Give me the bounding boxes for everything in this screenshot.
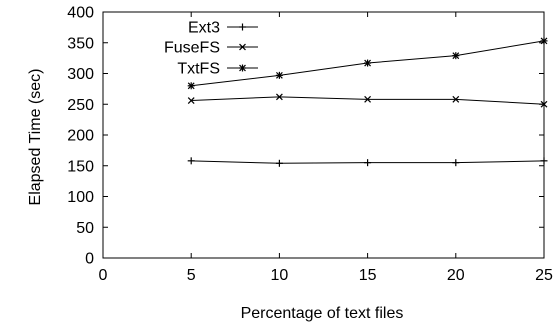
y-tick-label: 350 [67, 35, 94, 52]
legend-label: FuseFS [164, 40, 220, 57]
legend-marker [239, 23, 246, 31]
y-tick-label: 300 [67, 66, 94, 83]
data-point-txtfs [187, 82, 195, 90]
x-tick-label: 25 [535, 267, 553, 284]
series-group [187, 37, 548, 167]
legend-marker [239, 64, 246, 72]
y-tick-label: 50 [76, 220, 94, 237]
series-ext3 [187, 157, 548, 167]
data-point-txtfs [364, 59, 372, 67]
y-tick-label: 250 [67, 97, 94, 114]
data-point-fusefs [540, 100, 548, 108]
legend-label: TxtFS [177, 61, 220, 78]
x-tick-label: 20 [447, 267, 465, 284]
y-tick-label: 100 [67, 189, 94, 206]
data-point-fusefs [452, 95, 460, 103]
legend-item-txtfs: TxtFS [177, 61, 258, 78]
data-point-ext3 [452, 159, 460, 167]
x-tick-label: 10 [271, 267, 289, 284]
data-point-ext3 [187, 157, 195, 165]
data-point-txtfs [540, 37, 548, 45]
y-tick-label: 200 [67, 128, 94, 145]
legend: Ext3 FuseFS TxtFS [164, 20, 258, 78]
data-point-ext3 [364, 159, 372, 167]
legend-item-ext3: Ext3 [188, 20, 258, 37]
data-point-fusefs [276, 93, 283, 101]
series-fusefs [187, 93, 548, 108]
data-point-txtfs [275, 71, 283, 79]
legend-marker [239, 43, 246, 51]
series-txtfs [187, 37, 548, 90]
x-tick-label: 15 [359, 267, 377, 284]
data-point-fusefs [364, 95, 371, 103]
x-tick-label: 5 [187, 267, 196, 284]
legend-label: Ext3 [188, 20, 220, 37]
data-point-ext3 [540, 157, 548, 165]
y-axis-title: Elapsed Time (sec) [27, 69, 44, 206]
data-point-txtfs [452, 52, 460, 60]
x-tick-label: 0 [99, 267, 108, 284]
legend-item-fusefs: FuseFS [164, 40, 258, 57]
y-tick-label: 400 [67, 5, 94, 22]
y-tick-label: 150 [67, 158, 94, 175]
x-axis-title: Percentage of text files [241, 305, 404, 322]
data-point-ext3 [275, 159, 283, 167]
y-tick-label: 0 [85, 251, 94, 268]
data-point-fusefs [187, 97, 195, 104]
